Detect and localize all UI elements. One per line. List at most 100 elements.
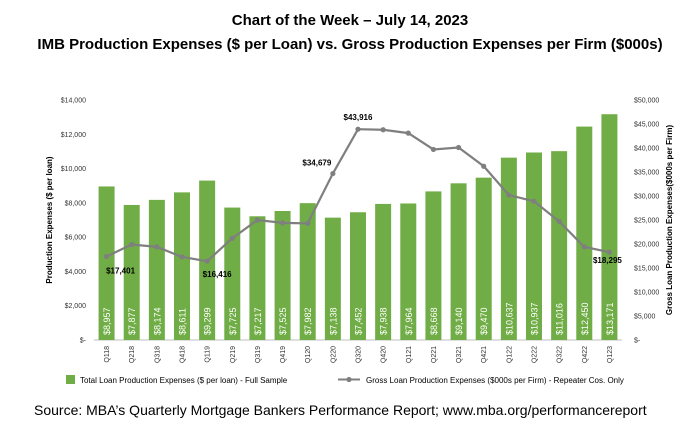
y-left-tick-label: $6,000 — [65, 235, 87, 242]
x-tick-label: Q321 — [456, 346, 463, 363]
bar-value-label: $11,016 — [555, 303, 565, 335]
bar-value-label: $7,452 — [354, 307, 364, 335]
bar-value-label: $9,470 — [479, 307, 489, 335]
bar-Q321 — [450, 183, 467, 340]
bar-value-label: $12,450 — [580, 302, 590, 335]
bar-Q319 — [249, 216, 266, 340]
line-point-Q222 — [531, 198, 537, 204]
bar-value-label: $8,611 — [178, 308, 188, 335]
bar-value-label: $7,525 — [278, 307, 288, 335]
y-right-tick-label: $30,000 — [634, 194, 659, 201]
x-tick-label: Q418 — [180, 346, 187, 363]
x-tick-label: Q121 — [406, 346, 413, 363]
line-point-Q123 — [606, 249, 613, 255]
y-left-tick-label: $12,000 — [61, 132, 86, 139]
y-right-tick-label: $20,000 — [634, 242, 659, 249]
x-tick-label: Q322 — [557, 346, 564, 363]
line-point-Q120 — [305, 220, 311, 226]
bar-Q221 — [425, 191, 442, 340]
x-tick-label: Q318 — [154, 346, 161, 363]
bar-Q218 — [123, 204, 140, 340]
bar-value-label: $7,964 — [404, 307, 414, 335]
legend-bar-swatch — [66, 375, 75, 384]
y-left-tick-label: $8,000 — [65, 200, 87, 207]
line-point-Q118 — [103, 253, 110, 260]
x-tick-label: Q118 — [104, 346, 111, 363]
x-tick-label: Q220 — [330, 346, 337, 363]
x-tick-label: Q222 — [532, 346, 539, 363]
y-right-tick-label: $25,000 — [634, 218, 659, 225]
x-tick-label: Q218 — [129, 346, 136, 363]
line-point-Q320 — [355, 126, 361, 132]
y-right-tick-label: $50,000 — [634, 98, 659, 105]
bar-value-label: $7,725 — [228, 307, 238, 335]
line-point-Q220 — [330, 170, 336, 177]
bar-value-label: $9,299 — [203, 307, 213, 335]
line-point-Q319 — [254, 217, 261, 223]
bar-Q123 — [601, 114, 618, 340]
legend-line-label: Gross Loan Production Expenses ($000s pe… — [366, 376, 624, 385]
bar-value-label: $10,637 — [504, 302, 514, 335]
line-annotation: $43,916 — [344, 113, 373, 122]
x-tick-label: Q122 — [506, 346, 513, 363]
bar-Q421 — [475, 177, 492, 340]
line-annotation: $16,416 — [203, 270, 232, 279]
bar-Q320 — [350, 212, 366, 340]
line-point-Q421 — [481, 163, 487, 169]
bar-Q322 — [551, 151, 568, 340]
source-note: Source: MBA’s Quarterly Mortgage Bankers… — [34, 402, 647, 418]
y-right-tick-label: $5,000 — [634, 314, 656, 321]
y-left-tick-label: $4,000 — [65, 269, 87, 276]
bar-value-label: $13,171 — [605, 302, 615, 335]
line-point-Q219 — [229, 235, 235, 241]
bar-value-label: $7,138 — [328, 307, 338, 335]
chart-subtitle: IMB Production Expenses ($ per Loan) vs.… — [37, 36, 663, 53]
y-left-tick-label: $14,000 — [61, 98, 86, 105]
bar-Q121 — [400, 203, 417, 340]
x-tick-label: Q219 — [230, 346, 237, 363]
y-left-tick-label: $- — [80, 338, 87, 345]
line-point-Q218 — [129, 241, 135, 248]
line-point-Q418 — [179, 254, 185, 260]
bar-value-label: $7,217 — [253, 307, 263, 335]
line-point-Q122 — [506, 192, 512, 198]
line-point-Q422 — [581, 244, 587, 250]
y-right-tick-label: $15,000 — [634, 266, 659, 273]
line-point-Q321 — [455, 144, 462, 151]
bar-value-label: $8,174 — [152, 307, 162, 335]
bar-Q118 — [98, 186, 115, 340]
x-tick-label: Q320 — [356, 346, 363, 363]
bar-Q418 — [174, 192, 190, 340]
bar-Q220 — [324, 217, 341, 340]
x-tick-label: Q419 — [280, 346, 287, 363]
line-annotation: $18,295 — [593, 256, 622, 265]
x-tick-label: Q119 — [205, 346, 212, 363]
bar-value-label: $7,938 — [379, 307, 389, 335]
bar-Q422 — [576, 126, 593, 340]
chart-title: Chart of the Week – July 14, 2023 — [231, 12, 469, 29]
line-point-Q419 — [279, 220, 286, 226]
line-annotation: $17,401 — [106, 266, 135, 275]
bar-Q419 — [274, 211, 291, 340]
line-point-Q322 — [556, 218, 562, 225]
y-right-tick-label: $10,000 — [634, 290, 659, 297]
x-tick-label: Q420 — [381, 346, 388, 363]
y-left-tick-label: $2,000 — [65, 303, 87, 310]
bar-value-label: $10,937 — [530, 302, 540, 335]
line-point-Q318 — [154, 244, 160, 250]
bar-Q318 — [148, 199, 165, 340]
bar-value-label: $9,140 — [454, 307, 464, 335]
y-right-tick-label: $- — [634, 338, 641, 345]
legend-line-marker — [346, 376, 352, 383]
y-right-tick-label: $35,000 — [634, 170, 659, 177]
bar-Q122 — [500, 157, 517, 340]
line-point-Q121 — [405, 130, 411, 136]
x-tick-label: Q221 — [431, 346, 438, 363]
line-point-Q420 — [380, 127, 386, 133]
x-tick-label: Q421 — [481, 346, 488, 363]
line-annotation: $34,679 — [302, 159, 331, 168]
y-left-axis-label: Production Expenses ($ per loan) — [45, 156, 54, 283]
bar-value-label: $7,982 — [303, 307, 313, 335]
legend-bar-label: Total Loan Production Expenses ($ per lo… — [80, 376, 288, 385]
